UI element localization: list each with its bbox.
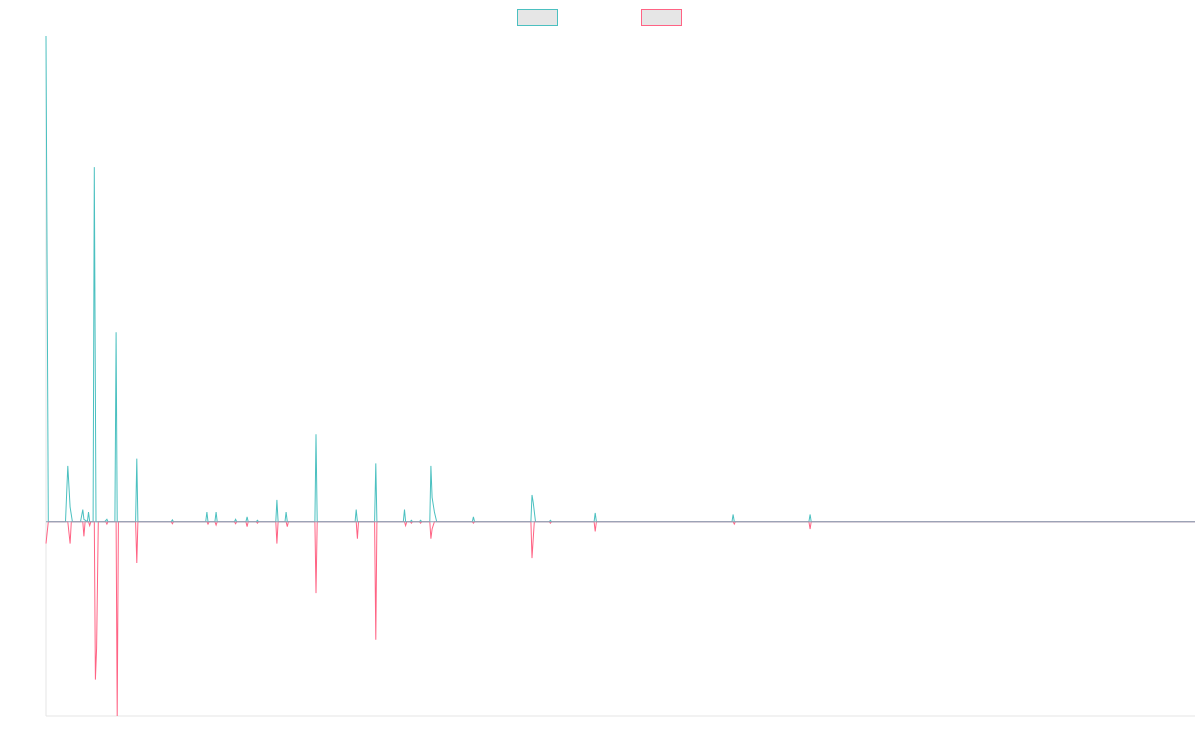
legend[interactable] <box>517 9 682 26</box>
plot-area <box>45 35 1195 717</box>
series-line-2 <box>45 521 1195 717</box>
series-layer <box>45 35 1195 717</box>
legend-swatch-1[interactable] <box>517 9 558 26</box>
legend-swatch-2[interactable] <box>641 9 682 26</box>
series-line-1 <box>45 35 1195 523</box>
